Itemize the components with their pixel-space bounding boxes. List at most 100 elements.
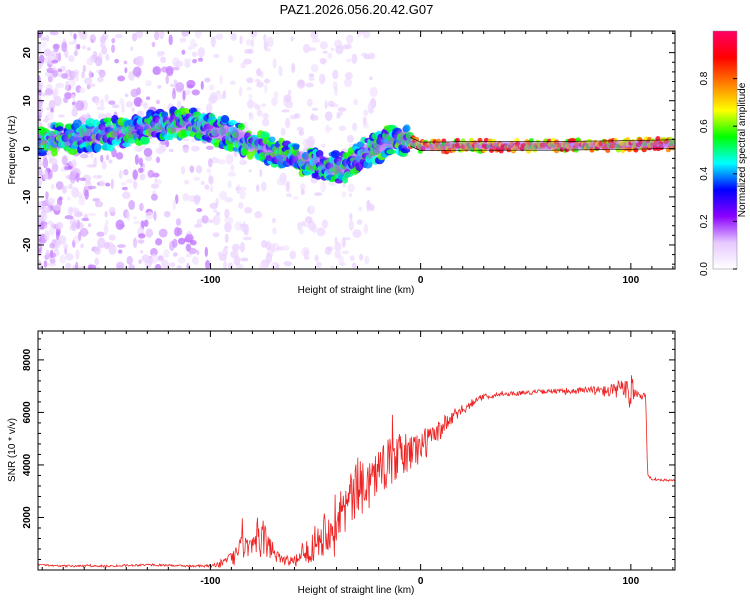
- spectrogram-noise-cell: [344, 71, 353, 80]
- spectrogram-noise-cell: [165, 65, 174, 75]
- spectrogram-noise-cell: [265, 252, 273, 264]
- spectrogram-noise-cell: [125, 101, 134, 108]
- spectrogram-noise-cell: [246, 77, 254, 84]
- spectrogram-ridge-cell: [220, 115, 230, 124]
- spectrogram-noise-cell: [341, 44, 350, 50]
- spectrogram-noise-cell: [165, 140, 170, 148]
- spectrogram-ridge-cell: [46, 130, 55, 137]
- spectrogram-noise-cell: [324, 111, 333, 122]
- spectrogram-noise-cell: [200, 180, 205, 186]
- spectrogram-noise-cell: [45, 35, 50, 43]
- spectrogram-noise-cell: [182, 90, 186, 101]
- spectrogram-noise-cell: [38, 61, 42, 70]
- spectrogram-ridge-cell: [301, 152, 310, 160]
- spectrogram-noise-cell: [189, 38, 197, 50]
- spectrogram-noise-cell: [205, 145, 214, 150]
- spectrogram-noise-cell: [75, 100, 85, 111]
- spectrogram-noise-cell: [261, 239, 268, 248]
- spectrogram-noise-cell: [219, 253, 227, 262]
- spectrogram-noise-cell: [176, 100, 182, 110]
- spectrogram-noise-cell: [172, 87, 176, 95]
- spectrogram-noise-cell: [201, 215, 209, 224]
- spectrogram-noise-cell: [363, 223, 369, 235]
- snr-frame: [37, 330, 676, 571]
- spectrogram-noise-cell: [291, 62, 296, 73]
- spectrogram-noise-cell: [364, 255, 370, 265]
- spectrogram-noise-cell: [130, 88, 139, 98]
- spectrogram-ridge-cell: [470, 147, 476, 153]
- spectrogram-noise-cell: [73, 50, 78, 57]
- spectrogram-noise-cell: [341, 191, 347, 198]
- spectrogram-noise-cell: [330, 265, 335, 269]
- spectrogram-noise-cell: [248, 169, 253, 173]
- spectrogram-noise-cell: [94, 246, 102, 256]
- spectrogram-ridge-cell: [98, 122, 106, 131]
- spectrogram-noise-cell: [181, 31, 189, 37]
- spectrogram-noise-cell: [159, 31, 165, 40]
- spectrogram-halo-cell: [540, 141, 547, 150]
- spectrogram-noise-cell: [239, 35, 243, 45]
- spectrogram-noise-cell: [44, 115, 49, 123]
- spectrogram-halo-cell: [670, 140, 675, 149]
- spectrogram-noise-cell: [108, 207, 116, 214]
- spectrogram-noise-cell: [308, 77, 315, 81]
- spectrogram-noise-cell: [322, 50, 328, 54]
- spectrogram-noise-cell: [298, 129, 304, 136]
- spectrogram-noise-cell: [150, 253, 159, 264]
- colorbar: 0.0 0.2 0.4 0.6 0.8 Normalized spectral ampl…: [699, 30, 748, 276]
- spectrogram-noise-cell: [195, 165, 203, 174]
- spectrogram-noise-cell: [126, 210, 130, 221]
- spectrogram-noise-cell: [82, 45, 86, 50]
- spectrogram-noise-cell: [262, 118, 270, 127]
- spectrogram-halo-cell: [642, 140, 649, 149]
- spectrogram-ridge-cell: [386, 149, 396, 155]
- spectrogram-ridge-cell: [658, 145, 664, 151]
- snr-panel: -100 0 100 2000 4000 6000 8000 Height of strai…: [7, 330, 676, 596]
- spectrogram-noise-cell: [239, 186, 247, 192]
- spectrogram-ridge-cell: [218, 127, 226, 136]
- spectrogram-ridge-cell: [315, 149, 324, 158]
- spectrogram-noise-cell: [320, 182, 327, 193]
- spectrogram-noise-cell: [116, 244, 126, 248]
- spectrogram-noise-cell: [86, 164, 96, 168]
- spectrogram-noise-cell: [263, 41, 269, 50]
- spectrogram-ridge-cell: [566, 144, 572, 150]
- spectrogram-ridge-cell: [642, 146, 648, 152]
- spectrogram-noise-cell: [143, 219, 149, 227]
- spectrogram-noise-cell: [84, 189, 89, 200]
- spectrogram-noise-cell: [75, 212, 83, 217]
- spectrogram-noise-cell: [139, 202, 144, 212]
- spectrogram-noise-cell: [145, 257, 152, 268]
- spectrogram-noise-cell: [227, 262, 234, 269]
- spectrogram-noise-cell: [82, 64, 86, 73]
- spectrogram-noise-cell: [105, 53, 110, 61]
- spectrogram-noise-cell: [58, 235, 67, 245]
- spectrogram-noise-cell: [38, 31, 43, 38]
- spectrogram-noise-cell: [341, 250, 350, 255]
- spectrogram-noise-cell: [186, 79, 196, 88]
- spectrogram-noise-cell: [184, 60, 191, 68]
- spectrogram-noise-cell: [327, 52, 333, 60]
- spectrogram-noise-cell: [81, 217, 90, 222]
- spectrogram-noise-cell: [347, 183, 355, 193]
- spectrogram-noise-cell: [47, 201, 53, 205]
- spectrogram-noise-cell: [224, 217, 228, 222]
- spectrogram-noise-cell: [244, 207, 253, 214]
- spectrogram-noise-cell: [210, 157, 220, 164]
- spectrogram-noise-cell: [256, 109, 263, 117]
- spectrogram-noise-cell: [276, 246, 284, 251]
- spectrogram-ridge-cell: [509, 140, 515, 146]
- spectrogram-noise-cell: [181, 49, 186, 55]
- spectrogram-noise-cell: [138, 167, 144, 174]
- spectrogram-ridge-cell: [268, 136, 276, 143]
- spectrogram-noise-cell: [352, 229, 362, 238]
- spectrogram-noise-cell: [275, 262, 280, 269]
- spectrogram-noise-cell: [324, 100, 328, 110]
- spectrogram-noise-cell: [204, 77, 211, 83]
- spectrogram-noise-cell: [66, 185, 70, 189]
- spectrogram-noise-cell: [283, 260, 293, 267]
- spectrogram-noise-cell: [250, 38, 255, 48]
- spectrogram-noise-cell: [71, 101, 76, 105]
- spectrogram-noise-cell: [209, 91, 218, 103]
